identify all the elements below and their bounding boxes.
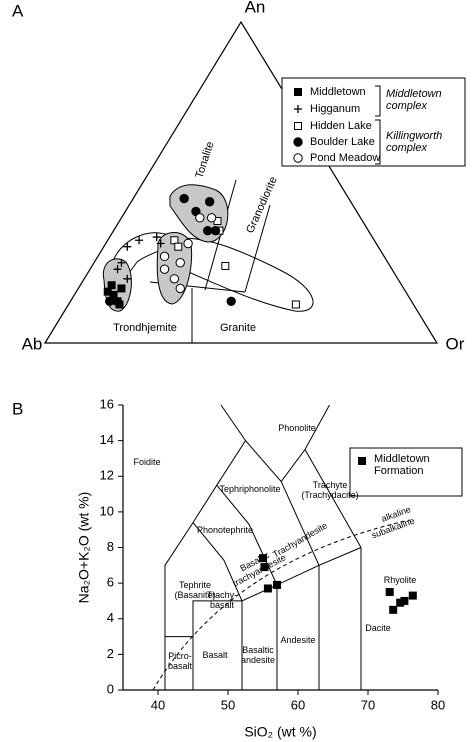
y-tick-label: 16 (100, 396, 114, 411)
field-label: Phonotephrite (196, 525, 254, 535)
y-tick-label: 8 (107, 539, 114, 554)
point (103, 287, 112, 296)
y-axis-label: Na₂O+K₂O (wt %) (76, 492, 92, 604)
field-label: Trondhjemite (113, 322, 177, 334)
point (169, 274, 180, 284)
legend-marker (294, 105, 302, 113)
x-tick-label: 60 (291, 697, 305, 712)
panel-label: B (12, 399, 23, 418)
point (273, 580, 281, 589)
point (389, 605, 398, 614)
field-label: Basaltic andesite (240, 645, 276, 665)
legend-marker (294, 88, 302, 96)
x-tick-label: 70 (361, 697, 375, 712)
y-tick-label: 6 (107, 575, 114, 590)
field-label: Trachy-basalt (206, 590, 238, 610)
point (104, 296, 115, 306)
field-label: Granite (219, 322, 257, 334)
point (113, 265, 122, 274)
y-tick-label: 0 (107, 681, 114, 696)
legend-brackets (375, 85, 381, 165)
apex-label: Or (446, 334, 465, 353)
point (152, 233, 161, 242)
x-tick-label: 40 (151, 697, 165, 712)
legend-label: Boulder Lake (310, 136, 375, 148)
point (263, 584, 272, 593)
point (117, 258, 126, 267)
apex-label: An (245, 0, 266, 16)
point (385, 588, 394, 597)
point (210, 225, 221, 236)
legend-marker (293, 153, 303, 163)
point (123, 274, 132, 283)
field-label: Phonolite (278, 423, 316, 433)
legend-label: Middletown Formation (374, 453, 430, 477)
legend-marker (293, 137, 303, 147)
point (117, 284, 126, 293)
point (260, 563, 269, 572)
y-tick-label: 2 (107, 646, 114, 661)
tas-boundaries (164, 404, 362, 690)
point (175, 283, 185, 294)
group-label: Killingworth complex (386, 130, 443, 154)
y-tick-label: 12 (100, 468, 114, 483)
point (115, 300, 124, 309)
x-axis-label: SiO₂ (wt %) (244, 724, 316, 740)
point (179, 193, 189, 204)
field-label: Trachyte (Trachydacite) (301, 480, 359, 500)
point (159, 251, 170, 262)
field-label: Foidite (133, 457, 161, 467)
y-tick-label: 4 (107, 610, 114, 625)
legend-marker (358, 457, 366, 465)
legend-label: Middletown (310, 86, 366, 98)
alkaline-divide (152, 519, 411, 691)
panel-label: A (12, 1, 24, 20)
point (123, 242, 132, 251)
point (221, 261, 230, 270)
legend-label: Hidden Lake (310, 120, 372, 132)
legend-box (281, 77, 466, 167)
field-label: Andesite (280, 635, 316, 645)
point (195, 213, 205, 223)
group-label: Middletown complex (386, 88, 442, 112)
field-label: Picro-basalt (167, 651, 193, 671)
legend-marker (294, 122, 302, 130)
point (175, 258, 185, 268)
point (174, 242, 183, 251)
field-label: Dacite (365, 623, 391, 633)
point (226, 296, 236, 306)
envelope (164, 237, 314, 312)
legend-box (349, 447, 463, 497)
point (408, 591, 417, 600)
point (291, 300, 300, 309)
legend-label: Higganum (310, 103, 360, 115)
point (259, 554, 267, 563)
ternary-frame (43, 20, 439, 344)
field-label: Tephriphonolite (219, 484, 281, 494)
point (135, 236, 144, 245)
point (400, 596, 409, 605)
point (202, 225, 213, 236)
point (206, 213, 217, 223)
point (156, 239, 165, 248)
field-label: Tephrite (Basanite) (174, 580, 216, 600)
field-label: Rhyolite (383, 575, 417, 585)
x-tick-label: 50 (221, 697, 235, 712)
point (183, 238, 193, 249)
y-tick-label: 14 (100, 432, 114, 447)
x-tick-label: 80 (431, 697, 445, 712)
legend-label: Pond Meadow (310, 152, 380, 164)
y-tick-label: 10 (100, 503, 114, 518)
point (204, 197, 215, 207)
point (159, 264, 170, 274)
field-label: Basalt (202, 650, 228, 660)
apex-label: Ab (22, 334, 43, 353)
